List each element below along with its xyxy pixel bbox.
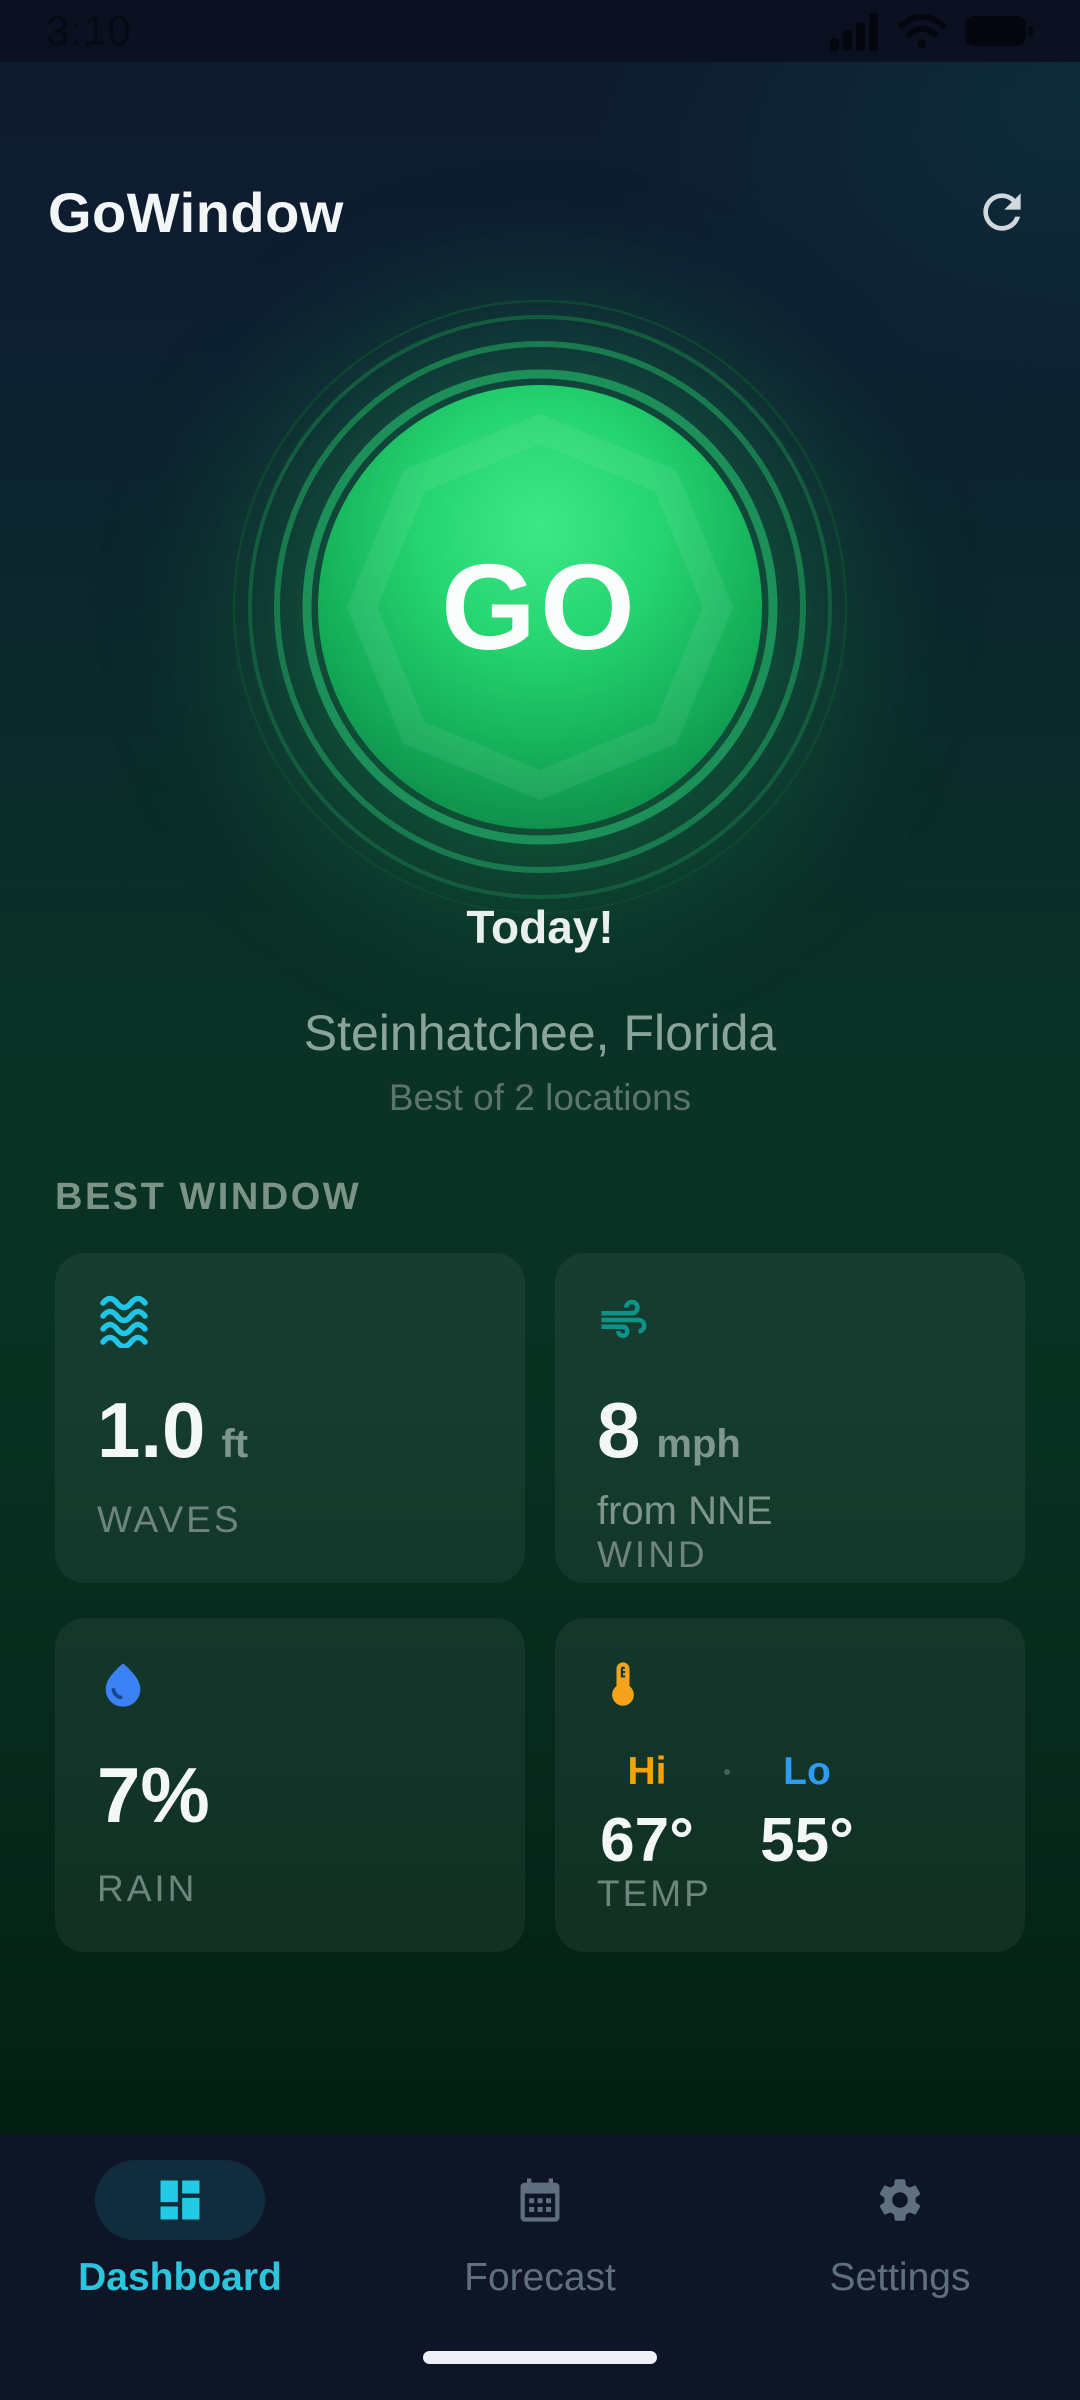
- go-circle-graphic: [232, 299, 848, 915]
- temp-hi-label: Hi: [627, 1750, 667, 1793]
- temp-card: Hi Lo 67° 55° TEMP: [555, 1618, 1025, 1952]
- waves-unit: ft: [221, 1422, 249, 1466]
- wifi-icon: [898, 14, 946, 49]
- waves-label: WAVES: [97, 1499, 242, 1540]
- rain-label: RAIN: [97, 1868, 198, 1909]
- section-title: BEST WINDOW: [55, 1176, 362, 1218]
- wind-icon: [597, 1293, 651, 1347]
- day-label: Today!: [466, 901, 614, 953]
- status-icons: [830, 11, 1034, 51]
- battery-icon: [965, 16, 1033, 46]
- wind-value: 8: [597, 1386, 641, 1474]
- temp-hi-lo: Hi Lo 67° 55°: [597, 1750, 857, 1873]
- refresh-icon: [983, 193, 1021, 231]
- temp-lo-label: Lo: [783, 1750, 831, 1793]
- nav-pill: [455, 2160, 625, 2240]
- waves-value: 1.0: [97, 1386, 206, 1474]
- temp-lo-value: 55°: [760, 1806, 854, 1875]
- calendar-icon: [520, 2178, 560, 2222]
- rain-card: 7% RAIN: [55, 1618, 525, 1952]
- wind-direction: from NNE: [597, 1489, 773, 1533]
- gear-icon: [879, 2179, 921, 2221]
- go-status-label: GO: [441, 539, 639, 675]
- octagon-watermark: [346, 413, 734, 801]
- signal-strength-icon: [830, 13, 878, 51]
- status-time: 3:10: [46, 7, 132, 54]
- wind-label: WIND: [597, 1534, 708, 1575]
- location-label: Steinhatchee, Florida: [303, 1005, 777, 1061]
- nav-label-dashboard: Dashboard: [78, 2256, 282, 2299]
- header: GoWindow: [48, 172, 1032, 252]
- waves-icon: [97, 1293, 153, 1348]
- status-bar: 3:10: [0, 0, 1080, 62]
- waves-card: 1.0 ft WAVES: [55, 1253, 525, 1583]
- nav-item-forecast[interactable]: Forecast: [360, 2135, 720, 2300]
- temp-label: TEMP: [597, 1873, 712, 1915]
- thermometer-icon: [597, 1658, 649, 1710]
- wind-card: 8 mph from NNE WIND: [555, 1253, 1025, 1583]
- nav-pill: [815, 2160, 985, 2240]
- metrics-grid: 1.0 ft WAVES 8 mph from NNE WIND: [55, 1253, 1025, 1952]
- water-drop-icon: [97, 1658, 149, 1712]
- nav-label-settings: Settings: [829, 2256, 971, 2299]
- go-indicator[interactable]: GO: [220, 287, 860, 927]
- home-indicator[interactable]: [423, 2351, 657, 2364]
- dashboard-icon: [160, 2180, 200, 2220]
- wind-unit: mph: [656, 1422, 741, 1466]
- nav-label-forecast: Forecast: [464, 2256, 616, 2299]
- nav-item-settings[interactable]: Settings: [720, 2135, 1080, 2300]
- refresh-button[interactable]: [972, 182, 1032, 242]
- location-note: Best of 2 locations: [388, 1077, 692, 1118]
- nav-item-dashboard[interactable]: Dashboard: [0, 2135, 360, 2300]
- hi-lo-separator: [697, 1750, 757, 1794]
- rain-value: 7%: [97, 1751, 210, 1839]
- active-nav-pill: [95, 2160, 265, 2240]
- app-title: GoWindow: [48, 180, 344, 244]
- temp-hi-value: 67°: [600, 1806, 694, 1875]
